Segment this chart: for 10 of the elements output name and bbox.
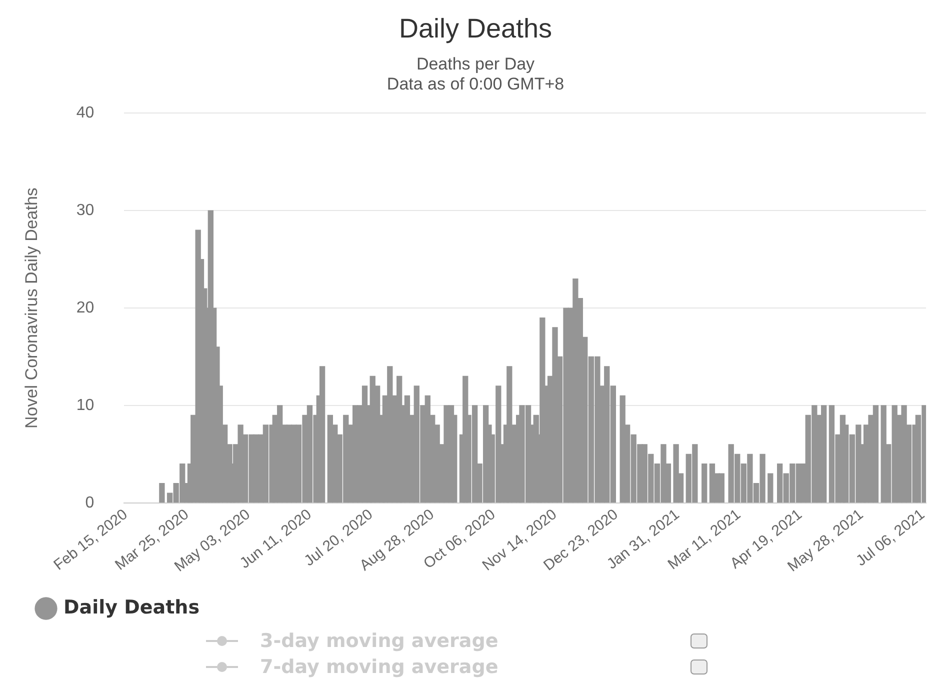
text: Data as of 0:00 GMT+8 bbox=[386, 74, 564, 94]
chart-title: Daily Deaths bbox=[398, 14, 552, 44]
y-tick-label: 40 bbox=[76, 104, 94, 122]
y-tick-label: 20 bbox=[76, 299, 94, 316]
chart-subtitle: Deaths per Day bbox=[416, 54, 536, 74]
y-tick-label: 0 bbox=[85, 494, 94, 512]
y-tick-label: 30 bbox=[76, 202, 94, 220]
y-tick-label: 10 bbox=[76, 396, 94, 414]
y-axis-title: Novel Coronavirus Daily Deaths bbox=[22, 188, 41, 428]
legend-label: Daily Deaths bbox=[64, 596, 200, 618]
